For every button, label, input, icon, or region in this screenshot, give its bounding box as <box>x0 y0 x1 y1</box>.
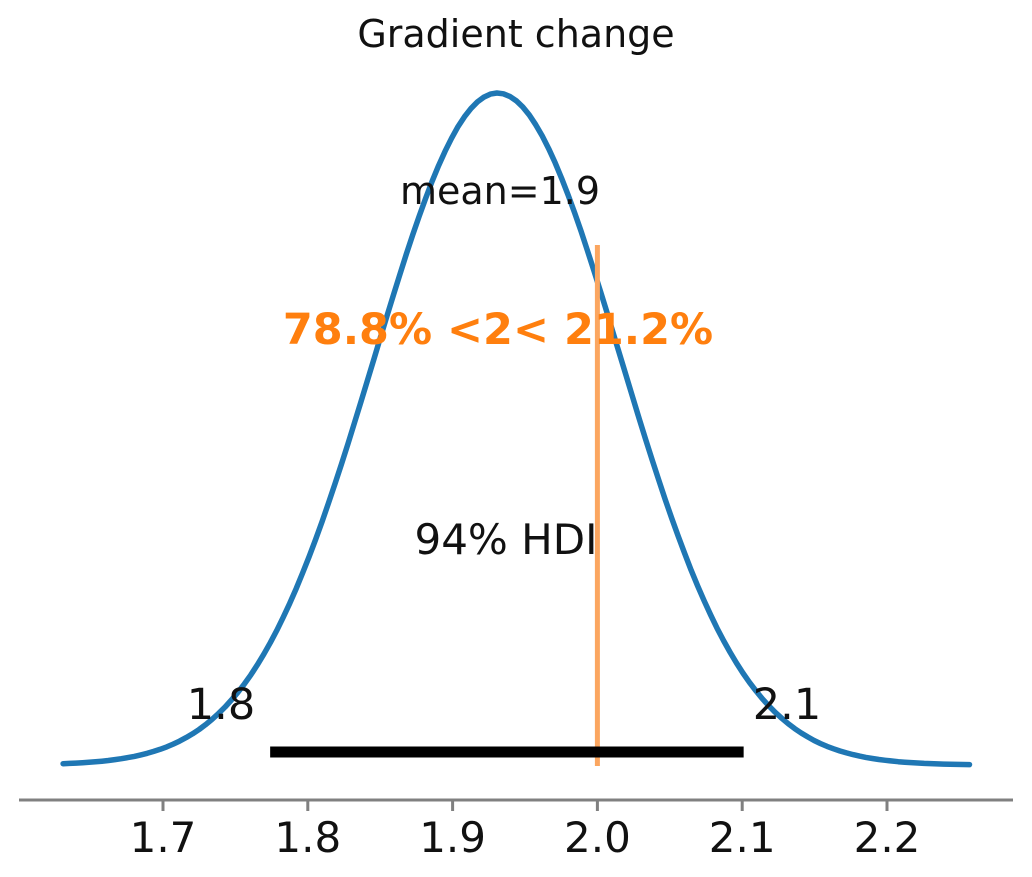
hdi-lower-label: 1.8 <box>187 680 255 730</box>
x-ticks: 1.7 1.8 1.9 2.0 2.1 2.2 <box>130 800 921 862</box>
mean-label: mean=1.9 <box>400 169 600 213</box>
hdi-upper-label: 2.1 <box>753 680 821 730</box>
hdi-label: 94% HDI <box>414 515 597 564</box>
x-tick-label: 2.1 <box>709 813 776 862</box>
x-tick-label: 1.9 <box>419 813 486 862</box>
x-tick-label: 1.7 <box>130 813 197 862</box>
x-tick-label: 2.2 <box>854 813 921 862</box>
ref-value-label: 78.8% <2< 21.2% <box>283 305 713 355</box>
plot-title: Gradient change <box>357 12 674 56</box>
x-tick-label: 2.0 <box>564 813 631 862</box>
kde-curve <box>60 90 973 768</box>
x-tick-label: 1.8 <box>274 813 341 862</box>
